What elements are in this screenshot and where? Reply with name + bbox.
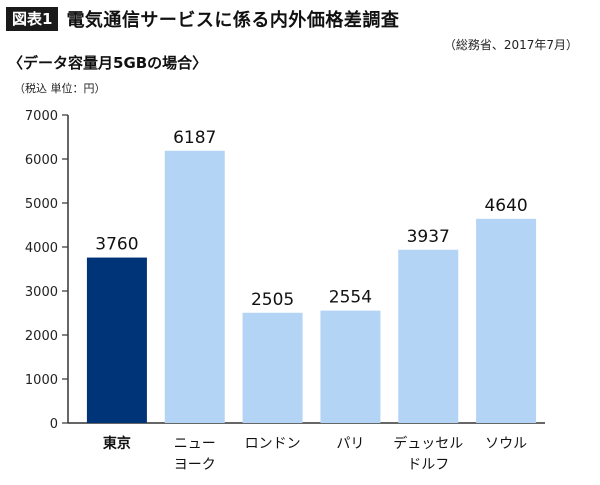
category-label: ニュー bbox=[174, 436, 216, 452]
category-label: ドルフ bbox=[407, 457, 449, 473]
bar-value-label: 3937 bbox=[407, 227, 450, 247]
unit-note: （税込 単位：円） bbox=[14, 82, 106, 95]
y-tick-label: 7000 bbox=[25, 109, 58, 124]
category-label: 東京 bbox=[103, 435, 131, 452]
y-tick-label: 2000 bbox=[25, 329, 58, 344]
bar-value-label: 3760 bbox=[95, 235, 138, 255]
source-note: （総務省、2017年7月） bbox=[443, 38, 578, 52]
bar bbox=[242, 312, 303, 423]
bar bbox=[398, 249, 459, 423]
figure-header: 図表1 電気通信サービスに係る内外価格差調査 bbox=[6, 6, 399, 32]
category-label: パリ bbox=[336, 436, 364, 452]
bar bbox=[86, 257, 147, 423]
category-label: デュッセル bbox=[393, 435, 463, 452]
bar bbox=[320, 310, 381, 423]
bar bbox=[476, 218, 537, 423]
bar-value-label: 2554 bbox=[329, 288, 372, 308]
y-tick-label: 4000 bbox=[25, 241, 58, 256]
category-label: ソウル bbox=[485, 436, 527, 452]
figure-title: 電気通信サービスに係る内外価格差調査 bbox=[66, 10, 400, 31]
y-tick-label: 5000 bbox=[25, 197, 58, 212]
y-tick-label: 0 bbox=[50, 417, 58, 432]
y-tick-label: 3000 bbox=[25, 285, 58, 300]
bar-value-label: 2505 bbox=[251, 290, 294, 310]
chart-subtitle: 〈データ容量月5GBの場合〉 bbox=[8, 54, 208, 72]
bar-value-label: 6187 bbox=[173, 128, 216, 148]
figure-tag: 図表1 bbox=[6, 7, 59, 31]
bar bbox=[164, 150, 225, 423]
bar-value-label: 4640 bbox=[484, 196, 527, 216]
y-tick-label: 1000 bbox=[25, 373, 58, 388]
category-label: ヨーク bbox=[174, 457, 216, 473]
category-label: ロンドン bbox=[245, 436, 301, 452]
y-tick-label: 6000 bbox=[25, 153, 58, 168]
